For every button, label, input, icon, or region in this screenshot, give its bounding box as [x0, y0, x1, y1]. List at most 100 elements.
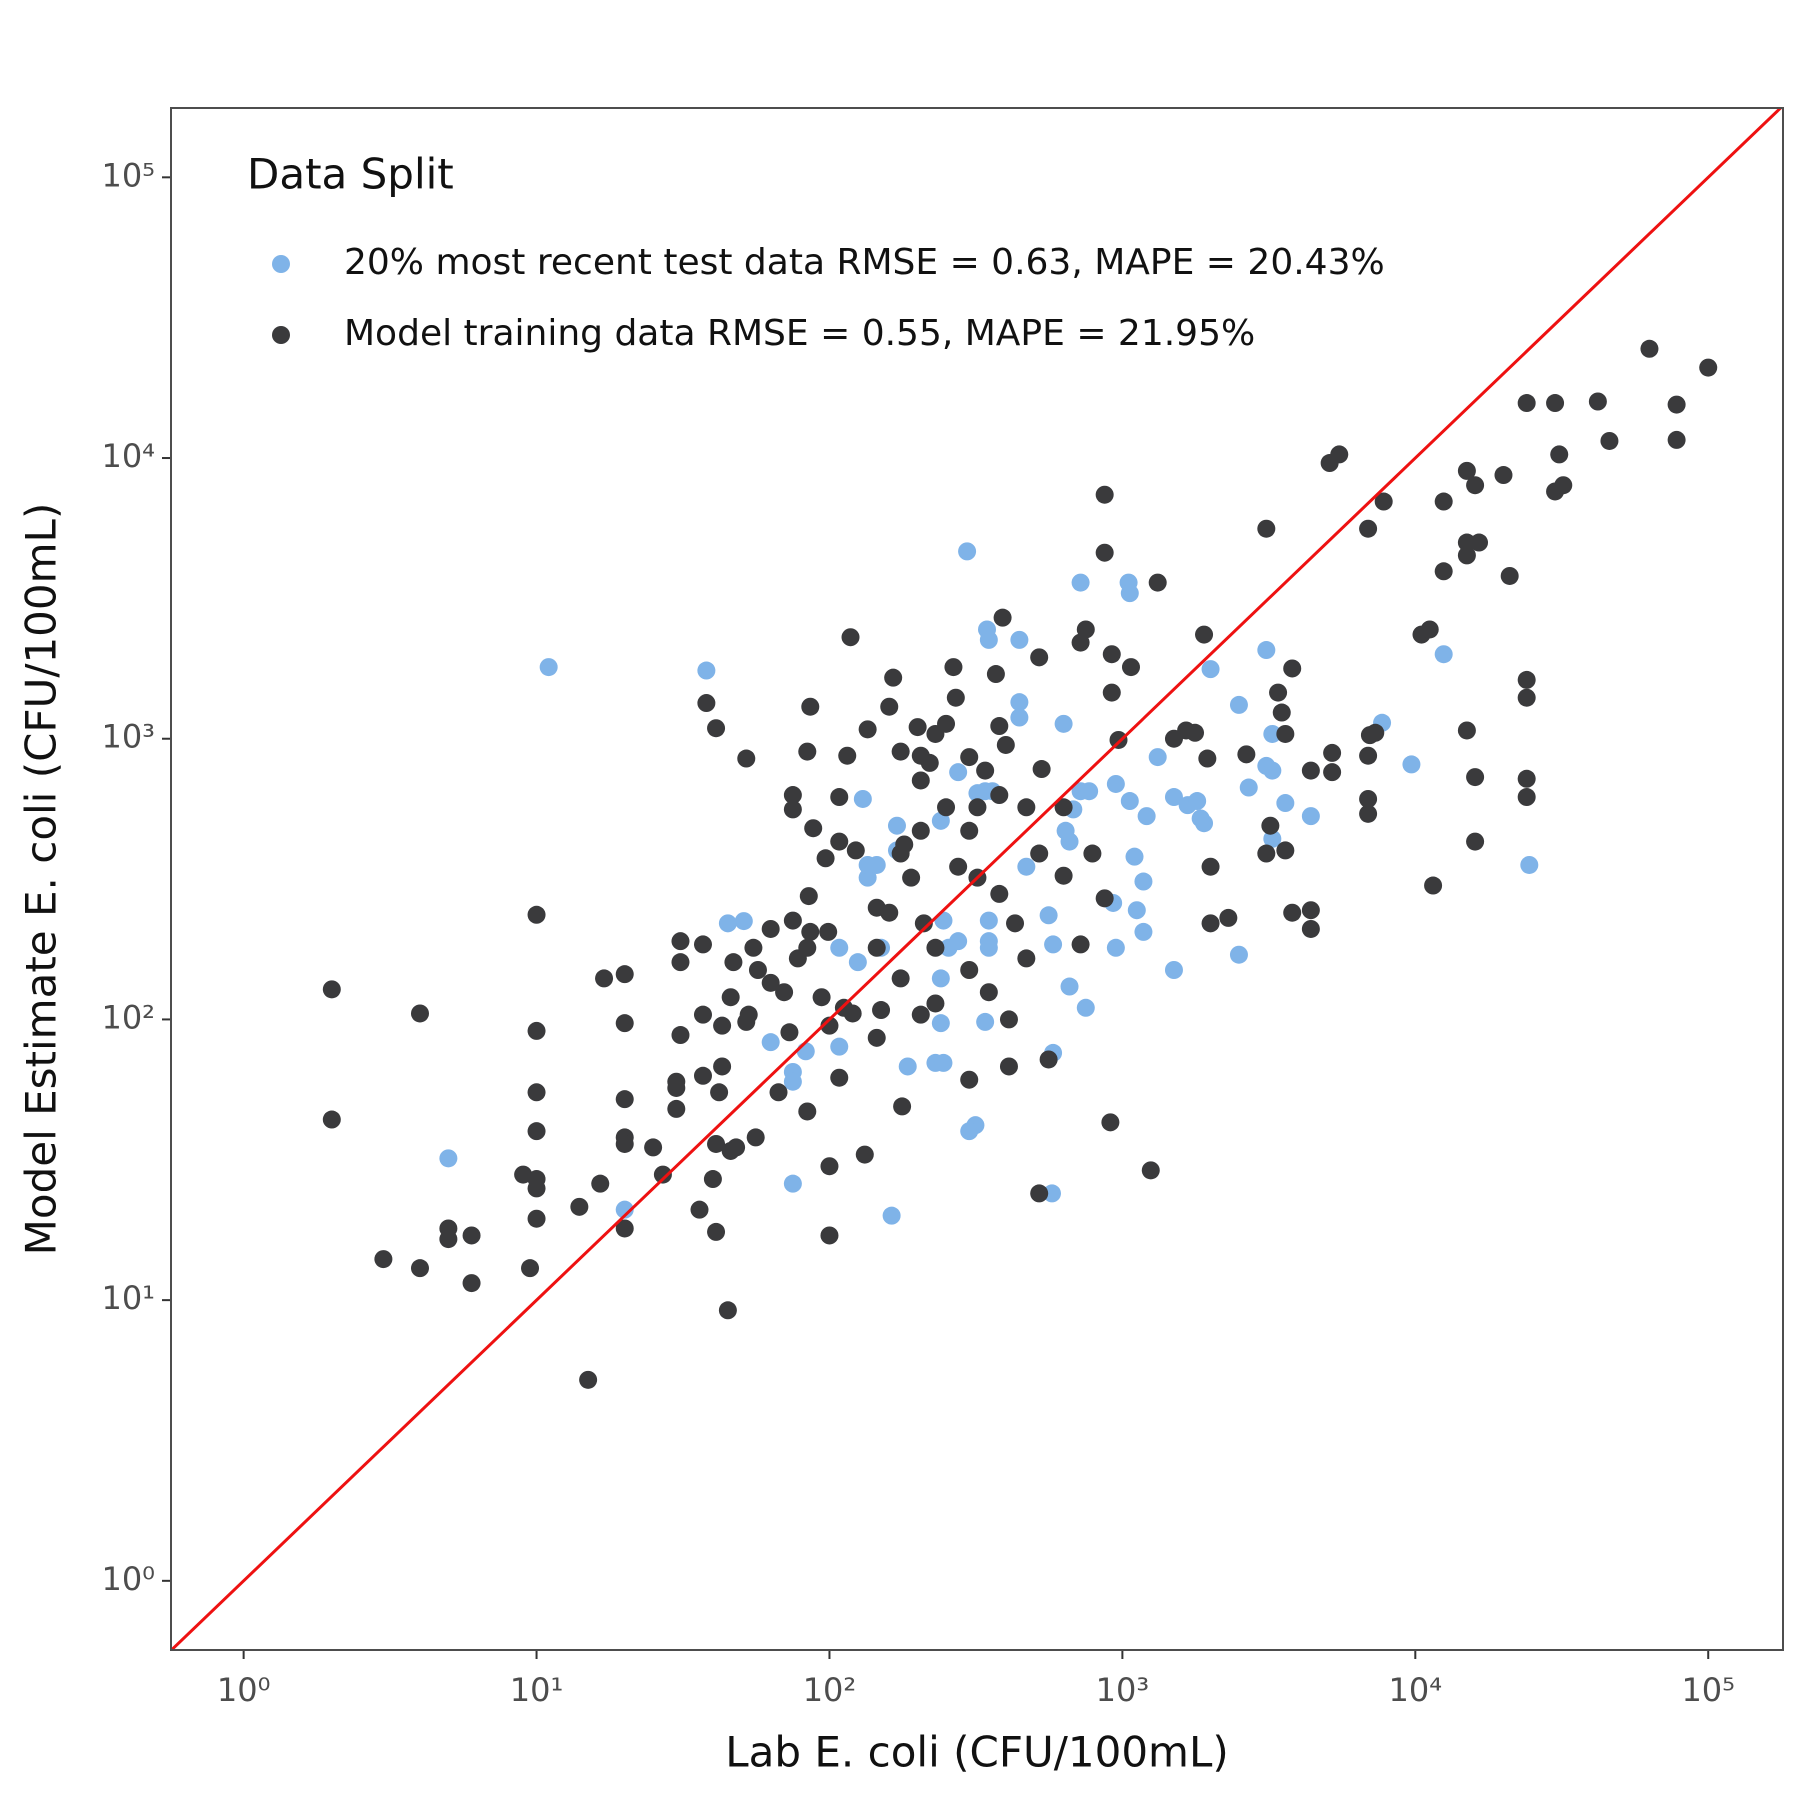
point [703, 1170, 722, 1189]
point [867, 1028, 886, 1047]
point [1030, 1184, 1049, 1203]
point [707, 1134, 726, 1153]
point [1640, 339, 1659, 358]
point [615, 1219, 634, 1238]
point [410, 1004, 429, 1023]
point [1494, 466, 1513, 485]
point [1229, 945, 1248, 964]
point [1667, 395, 1686, 414]
point [820, 1226, 839, 1245]
point [721, 988, 740, 1007]
point [1056, 821, 1075, 840]
point [838, 746, 857, 765]
point [979, 983, 998, 1002]
point [783, 1072, 802, 1091]
point [1164, 961, 1183, 980]
point [693, 935, 712, 954]
point [1517, 688, 1536, 707]
point [615, 965, 634, 984]
x-tick-label: 10³ [1096, 1671, 1150, 1709]
legend-marker [272, 326, 290, 344]
point [1359, 804, 1378, 823]
point [1402, 755, 1421, 774]
point [1201, 914, 1220, 933]
legend-title: Data Split [247, 150, 454, 199]
point [527, 905, 546, 924]
point [1434, 492, 1453, 511]
point [1301, 919, 1320, 938]
point [783, 800, 802, 819]
point [891, 969, 910, 988]
point [1600, 431, 1619, 450]
point [990, 786, 1009, 805]
point [693, 1005, 712, 1024]
point [1201, 660, 1220, 679]
point [1434, 562, 1453, 581]
point [707, 1222, 726, 1241]
point [462, 1274, 481, 1293]
point [527, 1083, 546, 1102]
point [1374, 492, 1393, 511]
point [1148, 573, 1167, 592]
point [1195, 814, 1214, 833]
point [1083, 844, 1102, 863]
point [1044, 935, 1063, 954]
point [999, 1010, 1018, 1029]
point [853, 789, 872, 808]
point [1054, 866, 1073, 885]
point [1010, 693, 1029, 712]
point [1030, 648, 1049, 667]
point [739, 1005, 758, 1024]
x-tick-label: 10⁰ [217, 1671, 271, 1709]
point [744, 938, 763, 957]
point [1120, 792, 1139, 811]
point [1457, 721, 1476, 740]
point [713, 1057, 732, 1076]
point [1359, 519, 1378, 538]
point [539, 658, 558, 677]
point [1006, 914, 1025, 933]
point [521, 1259, 540, 1278]
point [804, 819, 823, 838]
point [820, 1016, 839, 1035]
point [693, 1066, 712, 1085]
point [1323, 763, 1342, 782]
legend-label: 20% most recent test data RMSE = 0.63, M… [344, 242, 1385, 283]
point [979, 630, 998, 649]
point [1095, 889, 1114, 908]
point [1201, 857, 1220, 876]
point [1102, 645, 1121, 664]
point [1257, 519, 1276, 538]
point [761, 919, 780, 938]
point [1120, 584, 1139, 603]
point [644, 1138, 663, 1157]
point [1434, 645, 1453, 664]
point [798, 1102, 817, 1121]
point [1017, 857, 1036, 876]
x-axis-title: Lab E. coli (CFU/100mL) [725, 1728, 1229, 1777]
point [1060, 977, 1079, 996]
point [960, 1122, 979, 1141]
point [775, 983, 794, 1002]
point [920, 753, 939, 772]
point [820, 1157, 839, 1176]
point [1517, 670, 1536, 689]
point [718, 914, 737, 933]
point [1699, 358, 1718, 377]
point [1109, 730, 1128, 749]
point [960, 821, 979, 840]
point [697, 661, 716, 680]
point [884, 668, 903, 687]
point [1010, 708, 1029, 727]
y-tick-label: 10⁴ [101, 437, 155, 475]
point [979, 911, 998, 930]
point [812, 988, 831, 1007]
legend-label: Model training data RMSE = 0.55, MAPE = … [344, 313, 1255, 354]
point [1095, 485, 1114, 504]
point [1470, 533, 1489, 552]
point [1071, 573, 1090, 592]
point [1195, 625, 1214, 644]
point [1550, 445, 1569, 464]
point [1276, 724, 1295, 743]
